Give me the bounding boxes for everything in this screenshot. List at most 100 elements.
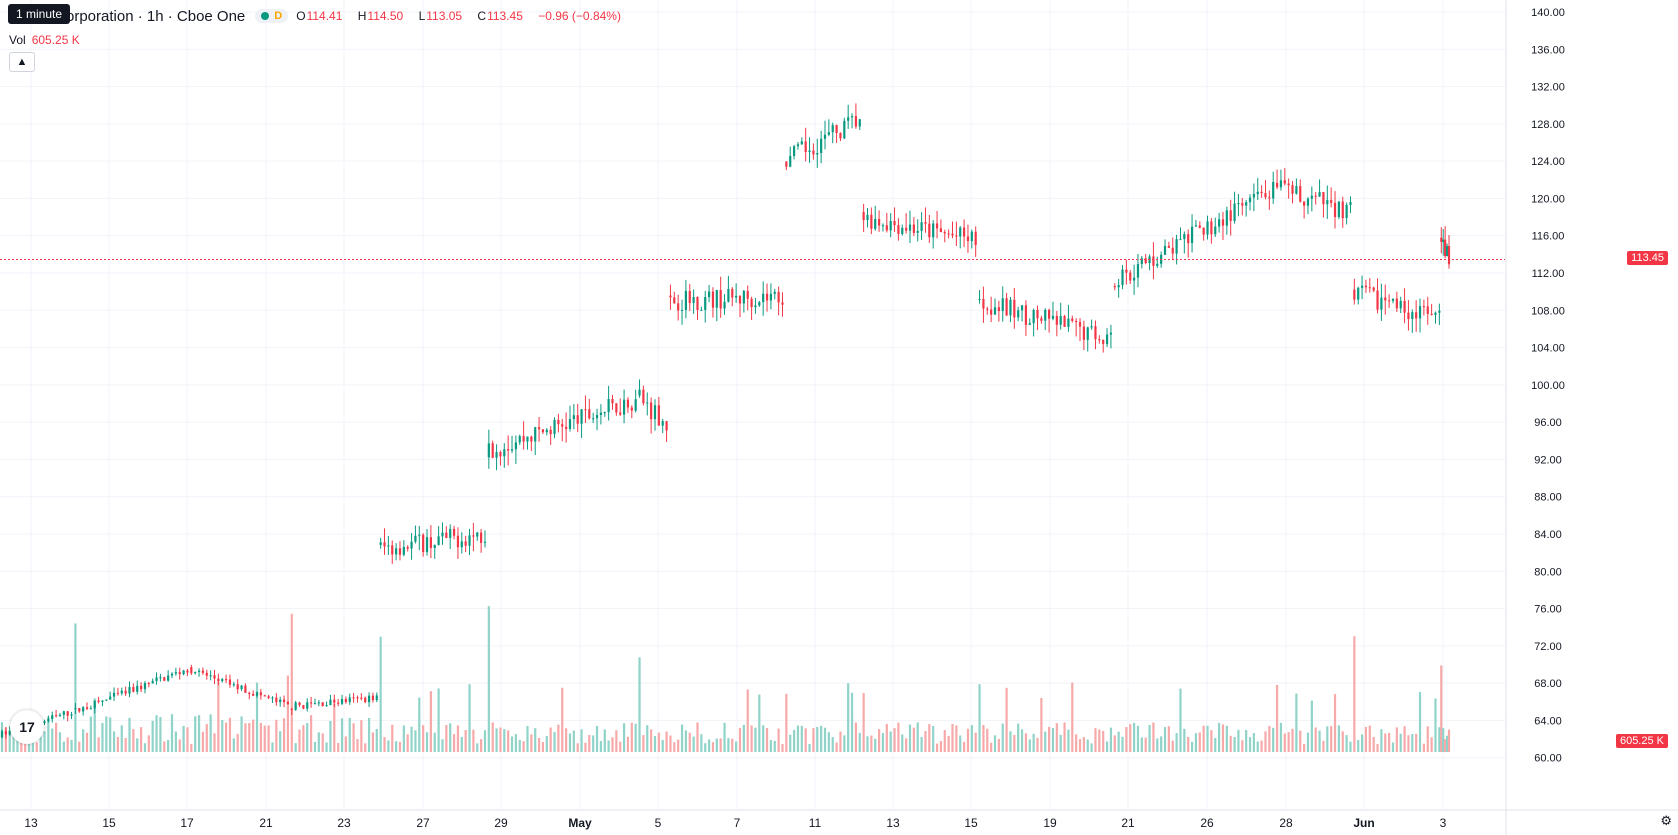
volume-bar (449, 723, 452, 752)
candle-body (1415, 312, 1418, 319)
volume-bar (951, 723, 954, 752)
candle-body (781, 302, 784, 305)
volume-bar (499, 727, 502, 752)
x-tick-label: May (568, 816, 592, 830)
volume-bar (1326, 726, 1329, 752)
candle-body (754, 305, 757, 308)
candle-body (329, 699, 332, 706)
volume-bar (901, 734, 904, 752)
candle-body (290, 708, 293, 710)
volume-bar (252, 719, 255, 752)
volume-bar (715, 738, 718, 752)
candle-body (1345, 204, 1348, 219)
candle-body (696, 296, 699, 310)
candle-body (1384, 297, 1387, 301)
volume-bar (1005, 687, 1008, 752)
interval-tooltip: 1 minute (8, 4, 71, 24)
candle-body (1272, 181, 1275, 199)
close-value: 113.45 (487, 9, 523, 23)
volume-bar (1225, 725, 1228, 752)
volume-bar (727, 738, 730, 752)
candle-body (1117, 285, 1120, 288)
candle-body (491, 443, 494, 458)
volume-bar (190, 743, 193, 752)
x-tick-label: 13 (24, 816, 38, 830)
candle-body (611, 399, 614, 404)
volume-bar (592, 735, 595, 752)
volume-bar (707, 739, 711, 752)
candle-body (657, 405, 660, 426)
x-tick-label: 21 (259, 816, 273, 830)
volume-bar (85, 732, 89, 752)
market-status-pill[interactable]: D (255, 9, 289, 23)
volume-bar (1094, 728, 1097, 752)
volume-bar (364, 743, 367, 752)
volume-bar (514, 734, 517, 752)
volume-bar (650, 729, 653, 752)
volume-bar (236, 733, 239, 752)
volume-bar (1399, 733, 1402, 752)
candle-body (1020, 305, 1024, 311)
volume-bar (622, 723, 626, 752)
volume-bar (1171, 740, 1174, 752)
settings-gear-icon[interactable]: ⚙ (1660, 813, 1672, 828)
collapse-legend-button[interactable]: ▲ (9, 52, 35, 72)
candle-body (742, 290, 745, 304)
candle-body (1430, 313, 1433, 315)
volume-bar (205, 724, 208, 752)
volume-bar (1245, 729, 1248, 752)
candle-body (847, 117, 850, 121)
volume-bar (584, 742, 587, 752)
candle-body (43, 721, 46, 724)
candle-body (1322, 192, 1325, 205)
volume-bar (1272, 727, 1275, 752)
volume-bar (1078, 739, 1082, 752)
candle-body (317, 702, 320, 704)
candle-body (1005, 298, 1008, 316)
volume-bar (1349, 741, 1352, 752)
candle-body (1067, 318, 1070, 327)
volume-bar (696, 722, 699, 752)
volume-bar (356, 739, 359, 752)
candle-body (194, 671, 197, 674)
volume-bar (132, 729, 135, 752)
volume-bar (460, 737, 463, 752)
candle-body (1426, 306, 1429, 314)
chart-legend-header: orporation · 1h · Cboe One D O114.41 H11… (8, 6, 627, 26)
candle-body (1248, 197, 1252, 203)
y-tick-label: 68.00 (1534, 678, 1562, 690)
candle-body (568, 419, 572, 429)
y-tick-label: 136.00 (1531, 44, 1565, 56)
volume-bar (835, 742, 838, 752)
tradingview-logo-icon[interactable]: 17 (10, 710, 44, 744)
candle-body (93, 700, 96, 709)
volume-bar (1218, 722, 1221, 752)
volume-bar (796, 725, 800, 752)
candle-body (1075, 320, 1078, 323)
volume-bar (248, 723, 251, 752)
volume-bar (186, 727, 189, 752)
ohlc-values: O114.41 H114.50 L113.05 C113.45 −0.96 (−… (296, 9, 621, 23)
candle-body (279, 699, 282, 703)
volume-bar (1160, 736, 1163, 752)
candle-body (294, 702, 297, 710)
candle-body (510, 449, 514, 451)
candle-body (1295, 186, 1298, 194)
x-tick-label: 7 (734, 816, 741, 830)
volume-bar (719, 738, 722, 752)
candle-body (78, 708, 81, 712)
volume-bar (1299, 730, 1302, 752)
candle-body (225, 679, 228, 681)
volume-bar (174, 731, 177, 752)
candle-body (1133, 277, 1136, 281)
symbol-title[interactable]: orporation · 1h · Cboe One (66, 7, 246, 25)
candle-body (916, 230, 919, 233)
volume-bar (870, 735, 873, 752)
volume-bar (1051, 728, 1055, 752)
volume-bar (530, 734, 533, 752)
candle-body (1422, 306, 1425, 308)
candle-body (877, 219, 881, 226)
candle-body (1399, 300, 1402, 309)
volume-bar (1028, 739, 1031, 752)
